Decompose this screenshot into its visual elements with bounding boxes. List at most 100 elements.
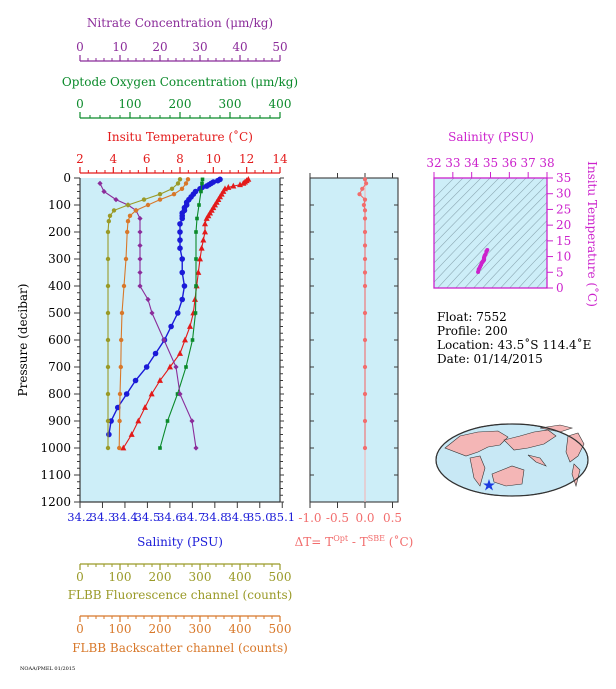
temperature-tick-label: 10 bbox=[206, 152, 221, 166]
series-point-1 bbox=[177, 245, 183, 251]
nitrate-point bbox=[97, 180, 103, 186]
ts-salinity-tick-label: 33 bbox=[445, 156, 460, 170]
isopycnal-line bbox=[434, 178, 536, 283]
series-point-4 bbox=[105, 364, 111, 370]
temperature-point bbox=[197, 255, 203, 262]
continent bbox=[571, 463, 581, 488]
fluorescence-tick-label: 400 bbox=[229, 570, 252, 584]
temperature-point bbox=[202, 228, 208, 235]
oxygen-point bbox=[158, 446, 162, 450]
oxygen-point bbox=[193, 311, 198, 315]
series-point-4 bbox=[106, 219, 112, 224]
ts-temperature-tick-label: 35 bbox=[556, 171, 571, 185]
isopycnal-line bbox=[527, 266, 547, 288]
oxygen-point bbox=[194, 230, 198, 234]
temperature-tick-label: 14 bbox=[272, 152, 288, 166]
temperature-tick-label: 12 bbox=[239, 152, 254, 166]
backscatter-tick-label: 400 bbox=[229, 622, 252, 636]
continent bbox=[565, 432, 585, 463]
oxygen-axis-label: Optode Oxygen Concentration (μm/kg) bbox=[62, 75, 298, 89]
delta-t-tick-label: 0.0 bbox=[355, 511, 374, 525]
delta-t-point bbox=[362, 310, 368, 316]
oxygen-tick-label: 300 bbox=[219, 97, 242, 111]
series-point-4 bbox=[157, 192, 163, 197]
temperature-point bbox=[240, 180, 247, 186]
salinity-tick-label: 34.6 bbox=[157, 510, 183, 524]
delta-t-point bbox=[357, 192, 362, 197]
series-point-5 bbox=[117, 445, 122, 451]
salinity-tick-label: 34.3 bbox=[90, 510, 116, 524]
nitrate-point bbox=[193, 445, 199, 451]
isopycnal-line bbox=[455, 192, 547, 288]
series-point-5 bbox=[125, 229, 130, 235]
fluorescence-tick-label: 100 bbox=[109, 570, 132, 584]
isopycnal-line bbox=[545, 286, 547, 288]
series-point-1 bbox=[114, 404, 121, 411]
delta-t-point bbox=[362, 270, 368, 275]
series-point-1 bbox=[203, 183, 210, 189]
series-point-5 bbox=[171, 192, 177, 197]
isopycnal-line bbox=[446, 183, 547, 288]
series-point-1 bbox=[181, 283, 188, 289]
nitrate-point bbox=[137, 283, 143, 289]
delta-t-point bbox=[362, 243, 368, 248]
salinity-tick-label: 34.4 bbox=[112, 510, 138, 524]
series-point-1 bbox=[108, 418, 114, 424]
series-point-1 bbox=[177, 237, 183, 243]
pressure-tick-label: 900 bbox=[48, 414, 71, 428]
temperature-axis-label: Insitu Temperature (˚C) bbox=[107, 129, 253, 144]
continent bbox=[503, 429, 557, 451]
fluorescence-tick-label: 300 bbox=[189, 570, 212, 584]
salinity-tick-label: 34.7 bbox=[180, 510, 206, 524]
temperature-point bbox=[195, 269, 202, 275]
series-point-5 bbox=[133, 208, 139, 213]
pressure-tick-label: 700 bbox=[48, 360, 71, 374]
isopycnal-line bbox=[434, 178, 509, 254]
isopycnal-line bbox=[434, 178, 473, 217]
nitrate-point bbox=[101, 188, 107, 195]
oxygen-point bbox=[194, 257, 198, 261]
delta-t-point bbox=[364, 181, 369, 186]
oxygen-point bbox=[200, 181, 204, 186]
fluorescence-tick-label: 500 bbox=[269, 570, 292, 584]
series-point-5 bbox=[121, 283, 127, 289]
delta-t-tick-label: 0.5 bbox=[383, 511, 402, 525]
temperature-point bbox=[230, 182, 237, 189]
series-point-1 bbox=[177, 229, 183, 235]
ts-temperature-tick-label: 25 bbox=[556, 202, 571, 216]
pressure-tick-label: 300 bbox=[48, 252, 71, 266]
series-point-1 bbox=[168, 323, 174, 330]
series-point-1 bbox=[179, 256, 186, 262]
series-point-5 bbox=[117, 391, 123, 397]
series-point-4 bbox=[105, 256, 111, 262]
delta-t-label-part: - T bbox=[348, 535, 368, 549]
series-point-4 bbox=[175, 181, 181, 186]
delta-t-tick-label: -1.0 bbox=[298, 511, 321, 525]
temperature-point bbox=[157, 377, 163, 383]
backscatter-tick-label: 0 bbox=[76, 622, 84, 636]
continent bbox=[491, 465, 525, 487]
temperature-point bbox=[198, 244, 205, 251]
world-map-land bbox=[444, 424, 585, 488]
ts-temperature-tick-label: 30 bbox=[556, 187, 571, 201]
series-point-4 bbox=[105, 391, 111, 397]
series-point-5 bbox=[127, 213, 133, 218]
continent bbox=[527, 454, 547, 467]
series-point-5 bbox=[157, 197, 163, 202]
series-point-5 bbox=[117, 418, 122, 424]
temperature-point bbox=[177, 350, 183, 356]
delta-t-label-part: ΔT= T bbox=[295, 535, 334, 549]
isopycnal-line bbox=[434, 178, 518, 264]
pressure-tick-label: 1000 bbox=[40, 441, 71, 455]
nitrate-point bbox=[137, 242, 143, 249]
ts-salinity-tick-label: 38 bbox=[539, 156, 554, 170]
ts-salinity-tick-label: 32 bbox=[426, 156, 441, 170]
delta-t-point bbox=[362, 208, 368, 213]
series-point-1 bbox=[152, 350, 159, 357]
isopycnal-line bbox=[437, 178, 545, 288]
continent bbox=[469, 455, 486, 487]
ts-salinity-axis-label: Salinity (PSU) bbox=[448, 130, 534, 144]
isopycnal-line bbox=[434, 178, 527, 273]
isopycnal-line bbox=[536, 276, 547, 288]
